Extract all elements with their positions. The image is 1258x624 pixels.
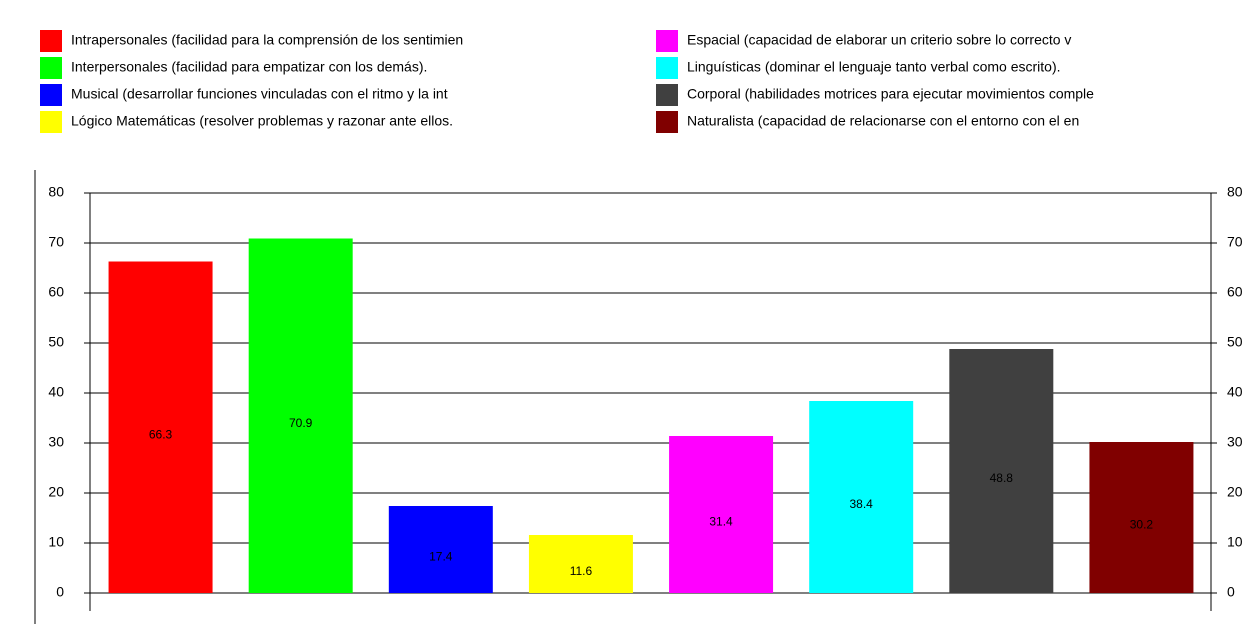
data-label: 31.4 (709, 515, 733, 529)
y-tick-label: 30 (48, 434, 64, 450)
y-tick-label: 50 (48, 334, 64, 350)
legend-swatch (40, 84, 62, 106)
y-tick-label: 70 (48, 234, 64, 250)
y-tick-label: 0 (56, 584, 64, 600)
y2-tick-label: 50 (1227, 334, 1243, 350)
bar (388, 506, 493, 593)
y2-tick-label: 0 (1227, 584, 1235, 600)
bar (248, 238, 353, 593)
data-label: 17.4 (429, 550, 453, 564)
legend-swatch (656, 57, 678, 79)
legend-label: Espacial (capacidad de elaborar un crite… (687, 32, 1071, 48)
y-tick-label: 10 (48, 534, 64, 550)
data-label: 11.6 (570, 564, 593, 578)
data-label: 38.4 (850, 497, 874, 511)
y2-tick-label: 10 (1227, 534, 1243, 550)
legend-swatch (40, 57, 62, 79)
bar (809, 401, 914, 593)
legend-label: Musical (desarrollar funciones vinculada… (71, 86, 448, 102)
y2-tick-label: 80 (1227, 184, 1243, 200)
y2-tick-label: 30 (1227, 434, 1243, 450)
legend-swatch (40, 30, 62, 52)
legend-label: Lógico Matemáticas (resolver problemas y… (71, 113, 453, 129)
legend-label: Linguísticas (dominar el lenguaje tanto … (687, 59, 1061, 75)
data-label: 48.8 (990, 471, 1014, 485)
y2-tick-label: 60 (1227, 284, 1243, 300)
legend-label: Corporal (habilidades motrices para ejec… (687, 86, 1094, 102)
legend-label: Intrapersonales (facilidad para la compr… (71, 32, 463, 48)
legend-swatch (656, 84, 678, 106)
legend-label: Naturalista (capacidad de relacionarse c… (687, 113, 1079, 129)
y2-tick-label: 40 (1227, 384, 1243, 400)
legend-swatch (656, 30, 678, 52)
legend-swatch (656, 111, 678, 133)
y2-tick-label: 70 (1227, 234, 1243, 250)
data-label: 30.2 (1130, 518, 1154, 532)
bar (949, 349, 1054, 593)
bar (669, 436, 774, 593)
y-tick-label: 60 (48, 284, 64, 300)
legend-label: Interpersonales (facilidad para empatiza… (71, 59, 427, 75)
y-tick-label: 40 (48, 384, 64, 400)
y-tick-label: 80 (48, 184, 64, 200)
data-label: 66.3 (149, 427, 173, 441)
bar (1089, 442, 1194, 593)
legend-swatch (40, 111, 62, 133)
bar (108, 261, 213, 593)
y-tick-label: 20 (48, 484, 64, 500)
data-label: 70.9 (289, 416, 313, 430)
bar (528, 535, 633, 593)
y2-tick-label: 20 (1227, 484, 1243, 500)
